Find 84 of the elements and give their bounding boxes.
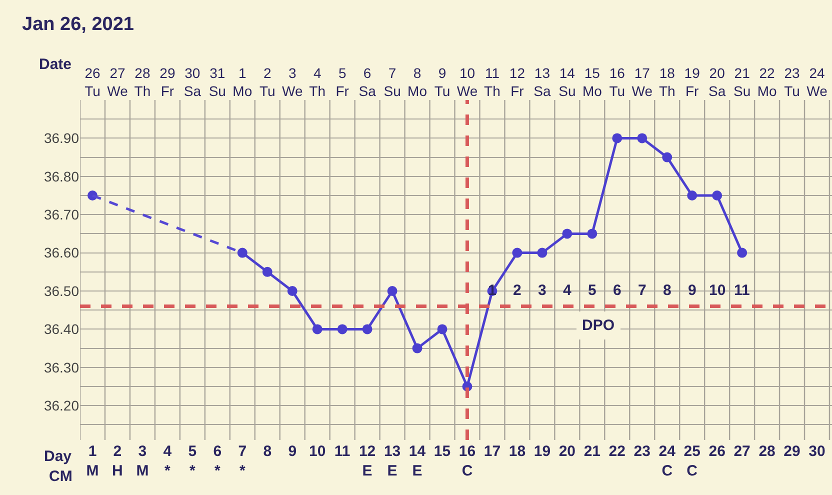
x2-tick-label: 9 Tu bbox=[434, 65, 450, 100]
x-tick-label: 5 * bbox=[188, 443, 197, 480]
x2-tick-label: 6 Sa bbox=[358, 65, 376, 100]
x2-tick-label: 11 Th bbox=[484, 65, 500, 100]
x-tick-label: 24 C bbox=[658, 443, 676, 480]
annotation: 5 bbox=[588, 282, 596, 299]
y-tick-label: 36.20 bbox=[44, 398, 80, 414]
x-tick-label: 25 C bbox=[684, 443, 700, 480]
x2-tick-label: 5 Fr bbox=[336, 65, 350, 100]
y-tick-label: 36.40 bbox=[44, 321, 80, 338]
x-tick-label: 9 bbox=[288, 443, 297, 460]
x-tick-label: 12 E bbox=[358, 443, 376, 480]
annotation: 6 bbox=[613, 282, 622, 299]
annotation: 11 bbox=[734, 282, 750, 299]
x-tick-label: 28 bbox=[758, 443, 776, 460]
x2-tick-label: 8 Mo bbox=[408, 65, 428, 100]
x2-tick-label: 4 Th bbox=[309, 65, 326, 100]
x-tick-label: 6 * bbox=[213, 443, 222, 480]
x-tick-label: 22 bbox=[608, 443, 626, 460]
x2-tick-label: 13 Sa bbox=[534, 65, 551, 100]
x2-tick-label: 18 Th bbox=[658, 65, 676, 100]
x2-tick-label: 27 We bbox=[107, 65, 128, 100]
x-tick-label: 2 H bbox=[112, 443, 123, 480]
x-tick-label: 4 * bbox=[163, 443, 172, 480]
x-axis-title: Day bbox=[44, 448, 72, 465]
annotation: 9 bbox=[688, 282, 696, 299]
x-tick-label: 30 bbox=[808, 443, 826, 460]
annotation: 8 bbox=[663, 282, 672, 299]
annotation: 3 bbox=[538, 282, 546, 299]
x2-tick-label: 7 Su bbox=[384, 65, 401, 100]
y-tick-label: 36.60 bbox=[44, 244, 80, 261]
x2-tick-label: 24 We bbox=[806, 65, 828, 100]
x-tick-label: 17 bbox=[484, 443, 501, 460]
x-tick-label: 16 C bbox=[458, 443, 476, 480]
x2-tick-label: 19 Fr bbox=[684, 65, 700, 100]
x2-tick-label: 29 Fr bbox=[160, 65, 176, 100]
x2-tick-label: 20 Sa bbox=[708, 65, 726, 100]
x-tick-label: 21 bbox=[584, 443, 601, 460]
x2-tick-label: 23 Tu bbox=[784, 65, 800, 100]
x-tick-label: 8 bbox=[263, 443, 272, 460]
x2-tick-label: 31 Su bbox=[208, 65, 226, 100]
x-tick-label: 1 M bbox=[86, 443, 99, 480]
y-tick-label: 36.90 bbox=[44, 130, 80, 146]
x-tick-label: 11 bbox=[334, 443, 350, 460]
x-tick-label: 14 E bbox=[408, 443, 426, 480]
chart-title: Jan 26, 2021 bbox=[22, 14, 134, 35]
annotation: 10 bbox=[709, 282, 726, 299]
x2-tick-label: 12 Fr bbox=[509, 65, 526, 100]
x-tick-label: 7 * bbox=[238, 443, 247, 480]
x2-tick-label: 22 Mo bbox=[757, 65, 777, 100]
x2-tick-label: 21 Su bbox=[733, 65, 751, 100]
x-tick-label: 10 bbox=[308, 443, 326, 460]
y-tick-label: 36.80 bbox=[44, 168, 80, 184]
x2-tick-label: 14 Su bbox=[558, 65, 576, 100]
x-tick-label: 3 M bbox=[136, 443, 149, 480]
x-tick-label: 15 bbox=[434, 443, 451, 460]
x2-axis-title: Date bbox=[39, 56, 72, 73]
x2-tick-label: 15 Mo bbox=[582, 65, 602, 100]
text: CM bbox=[49, 468, 72, 485]
x2-tick-label: 1 Mo bbox=[232, 65, 252, 100]
x-tick-label: 19 bbox=[534, 443, 551, 460]
y-tick-label: 36.50 bbox=[44, 282, 80, 299]
x2-tick-label: 28 Th bbox=[134, 65, 151, 100]
annotation: 2 bbox=[513, 282, 522, 299]
x2-tick-label: 2 Tu bbox=[259, 65, 276, 100]
x2-tick-label: 17 We bbox=[632, 65, 653, 100]
y-tick-label: 36.70 bbox=[44, 206, 80, 223]
annotation: 7 bbox=[638, 282, 646, 299]
x-tick-label: 20 bbox=[558, 443, 576, 460]
x2-tick-label: 10 We bbox=[456, 65, 478, 100]
annotation: DPO bbox=[582, 317, 615, 334]
x-tick-label: 18 bbox=[508, 443, 526, 460]
x2-tick-label: 16 Tu bbox=[609, 65, 626, 100]
x-tick-label: 29 bbox=[784, 443, 800, 460]
x-tick-label: 27 bbox=[734, 443, 750, 460]
x2-tick-label: 30 Sa bbox=[184, 65, 202, 100]
x-tick-label: 26 bbox=[708, 443, 726, 460]
y-tick-label: 36.30 bbox=[44, 359, 80, 376]
x2-tick-label: 3 We bbox=[282, 65, 303, 100]
x2-tick-label: 26 Tu bbox=[84, 65, 100, 100]
x-tick-label: 13 E bbox=[384, 443, 401, 480]
annotation: 1 bbox=[488, 282, 496, 299]
x-tick-label: 23 bbox=[634, 443, 650, 460]
annotation: 4 bbox=[563, 282, 572, 299]
